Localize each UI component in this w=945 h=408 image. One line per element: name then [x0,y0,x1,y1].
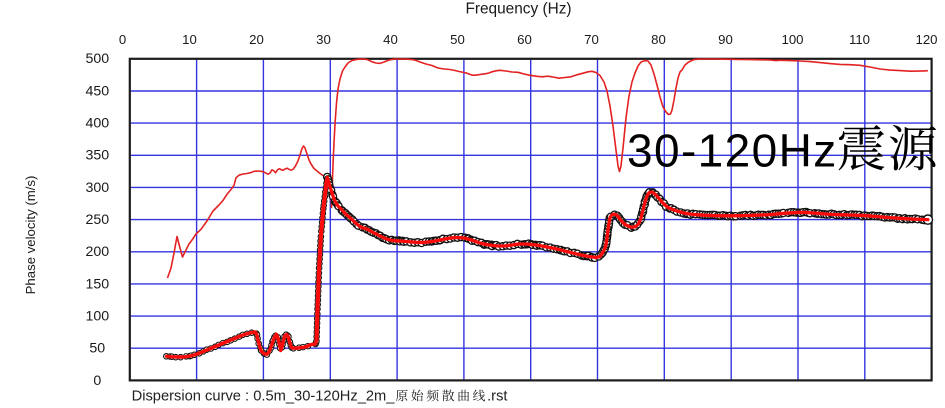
svg-text:450: 450 [85,83,109,99]
svg-text:Phase velocity (m/s): Phase velocity (m/s) [23,176,38,295]
svg-text:100: 100 [781,32,803,47]
svg-text:0: 0 [119,32,126,47]
svg-text:50: 50 [89,341,105,357]
svg-text:Dispersion curve : 0.5m_30-120: Dispersion curve : 0.5m_30-120Hz_2m_ [132,388,396,404]
svg-text:90: 90 [718,32,733,47]
svg-text:100: 100 [85,309,109,325]
svg-text:150: 150 [85,276,109,292]
svg-text:30: 30 [316,32,331,47]
svg-text:80: 80 [651,32,666,47]
svg-text:200: 200 [85,244,109,260]
svg-text:Frequency (Hz): Frequency (Hz) [465,1,571,18]
svg-text:70: 70 [584,32,599,47]
svg-text:30-120Hz: 30-120Hz [627,125,838,177]
svg-text:.rst: .rst [487,388,507,404]
svg-text:10: 10 [182,32,197,47]
svg-text:250: 250 [85,212,109,228]
svg-text:120: 120 [915,32,937,47]
svg-text:110: 110 [849,32,870,47]
svg-text:40: 40 [383,32,398,47]
svg-text:50: 50 [450,32,465,47]
svg-text:0: 0 [93,373,101,389]
svg-text:400: 400 [85,116,109,132]
svg-text:60: 60 [517,32,532,47]
svg-text:350: 350 [85,148,109,164]
svg-text:300: 300 [85,180,109,196]
svg-text:20: 20 [249,32,264,47]
svg-text:500: 500 [85,51,109,67]
